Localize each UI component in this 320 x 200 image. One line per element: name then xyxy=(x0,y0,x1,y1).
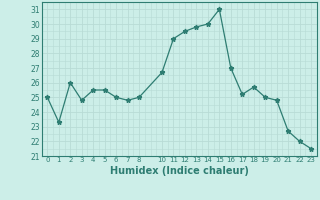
X-axis label: Humidex (Indice chaleur): Humidex (Indice chaleur) xyxy=(110,166,249,176)
